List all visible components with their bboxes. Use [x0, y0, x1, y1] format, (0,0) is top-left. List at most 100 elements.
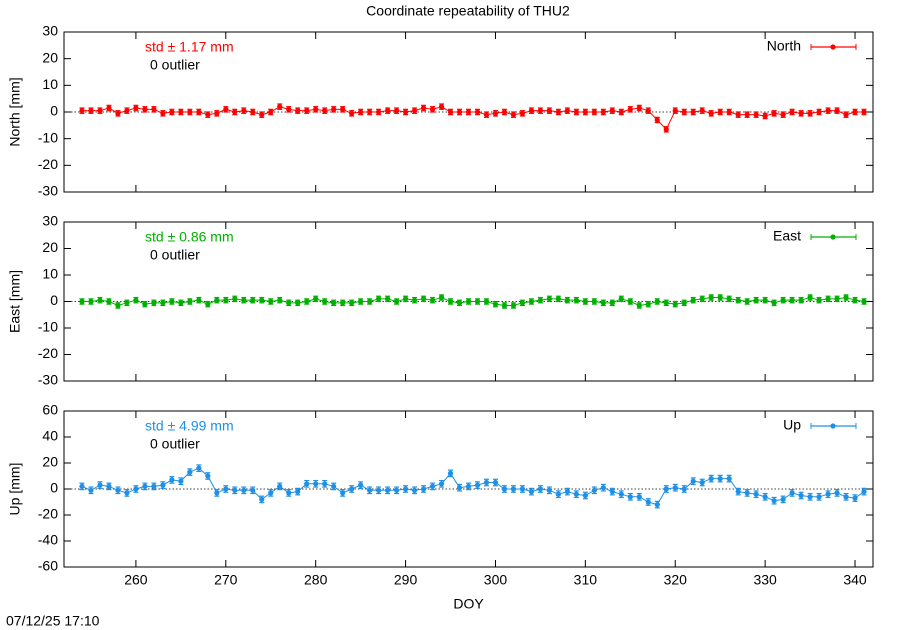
point: [160, 110, 166, 116]
legend-label: Up: [783, 417, 801, 433]
point: [187, 109, 193, 115]
point: [762, 113, 768, 119]
y-tick-label: 20: [42, 49, 58, 65]
point: [97, 482, 103, 488]
point: [582, 298, 588, 305]
point: [546, 108, 553, 114]
point: [519, 486, 526, 492]
point: [861, 489, 867, 495]
point: [79, 108, 85, 114]
point: [663, 126, 669, 132]
outlier-label: 0 outlier: [150, 247, 200, 263]
point: [555, 491, 561, 497]
point: [411, 297, 418, 303]
point: [169, 109, 175, 115]
point: [510, 302, 517, 309]
y-tick-label: 0: [50, 103, 58, 119]
point: [115, 302, 121, 309]
point: [376, 296, 382, 302]
point: [555, 109, 561, 115]
point: [861, 298, 867, 305]
point: [771, 300, 777, 306]
point: [672, 108, 678, 114]
y-tick-label: 60: [42, 402, 58, 418]
point: [196, 465, 202, 471]
point: [232, 296, 238, 302]
std-label: std ± 1.17 mm: [145, 39, 234, 55]
plot-frame: [63, 221, 874, 382]
point: [528, 489, 535, 495]
point: [340, 300, 346, 306]
point: [789, 297, 795, 303]
point: [286, 106, 292, 112]
point: [367, 109, 373, 115]
point: [232, 109, 238, 115]
point: [438, 294, 445, 301]
point: [663, 300, 669, 306]
point: [825, 296, 831, 302]
point: [367, 298, 373, 305]
point: [825, 491, 831, 497]
point: [205, 112, 211, 118]
y-tick-label: -40: [38, 532, 58, 548]
point: [97, 297, 103, 303]
point: [816, 297, 822, 303]
point: [187, 298, 193, 305]
legend-point: [830, 234, 836, 240]
point: [474, 482, 481, 488]
series-line: [81, 106, 865, 131]
y-tick-label: 20: [42, 454, 58, 470]
y-tick-label: 30: [42, 23, 58, 39]
point: [573, 109, 579, 115]
point: [286, 300, 292, 306]
point: [340, 490, 346, 496]
point: [169, 477, 175, 483]
point: [429, 297, 436, 303]
point: [142, 301, 148, 307]
x-tick-label: 280: [304, 572, 328, 588]
point: [295, 300, 301, 306]
point: [555, 296, 561, 302]
point: [474, 109, 481, 115]
point: [681, 109, 687, 115]
x-tick-label: 260: [124, 572, 148, 588]
point: [429, 106, 436, 112]
point: [447, 298, 454, 305]
point: [106, 483, 112, 489]
point: [582, 109, 588, 115]
point: [726, 476, 732, 482]
point: [178, 109, 184, 115]
point: [600, 109, 606, 115]
point: [142, 483, 148, 489]
point: [798, 297, 804, 303]
point: [546, 487, 553, 493]
point: [744, 490, 750, 496]
point: [160, 482, 166, 488]
outlier-label: 0 outlier: [150, 57, 200, 73]
point: [393, 108, 400, 114]
point: [169, 298, 175, 305]
point: [636, 302, 642, 309]
series-line: [81, 467, 865, 506]
plot-frame: [63, 31, 874, 193]
point: [268, 298, 274, 305]
point: [88, 108, 94, 114]
point: [834, 108, 840, 114]
figure-title: Coordinate repeatability of THU2: [366, 3, 570, 19]
point: [402, 109, 409, 115]
point: [456, 300, 463, 306]
point: [591, 298, 597, 305]
plot-frame: [63, 410, 874, 568]
point: [807, 494, 813, 500]
point: [861, 109, 867, 115]
point: [573, 297, 579, 303]
point: [483, 479, 490, 486]
point: [753, 491, 759, 497]
point: [654, 117, 660, 123]
point: [492, 110, 499, 116]
point: [420, 486, 427, 492]
point: [591, 487, 597, 493]
point: [268, 490, 274, 496]
point: [645, 108, 651, 114]
y-tick-label: 30: [42, 213, 58, 229]
